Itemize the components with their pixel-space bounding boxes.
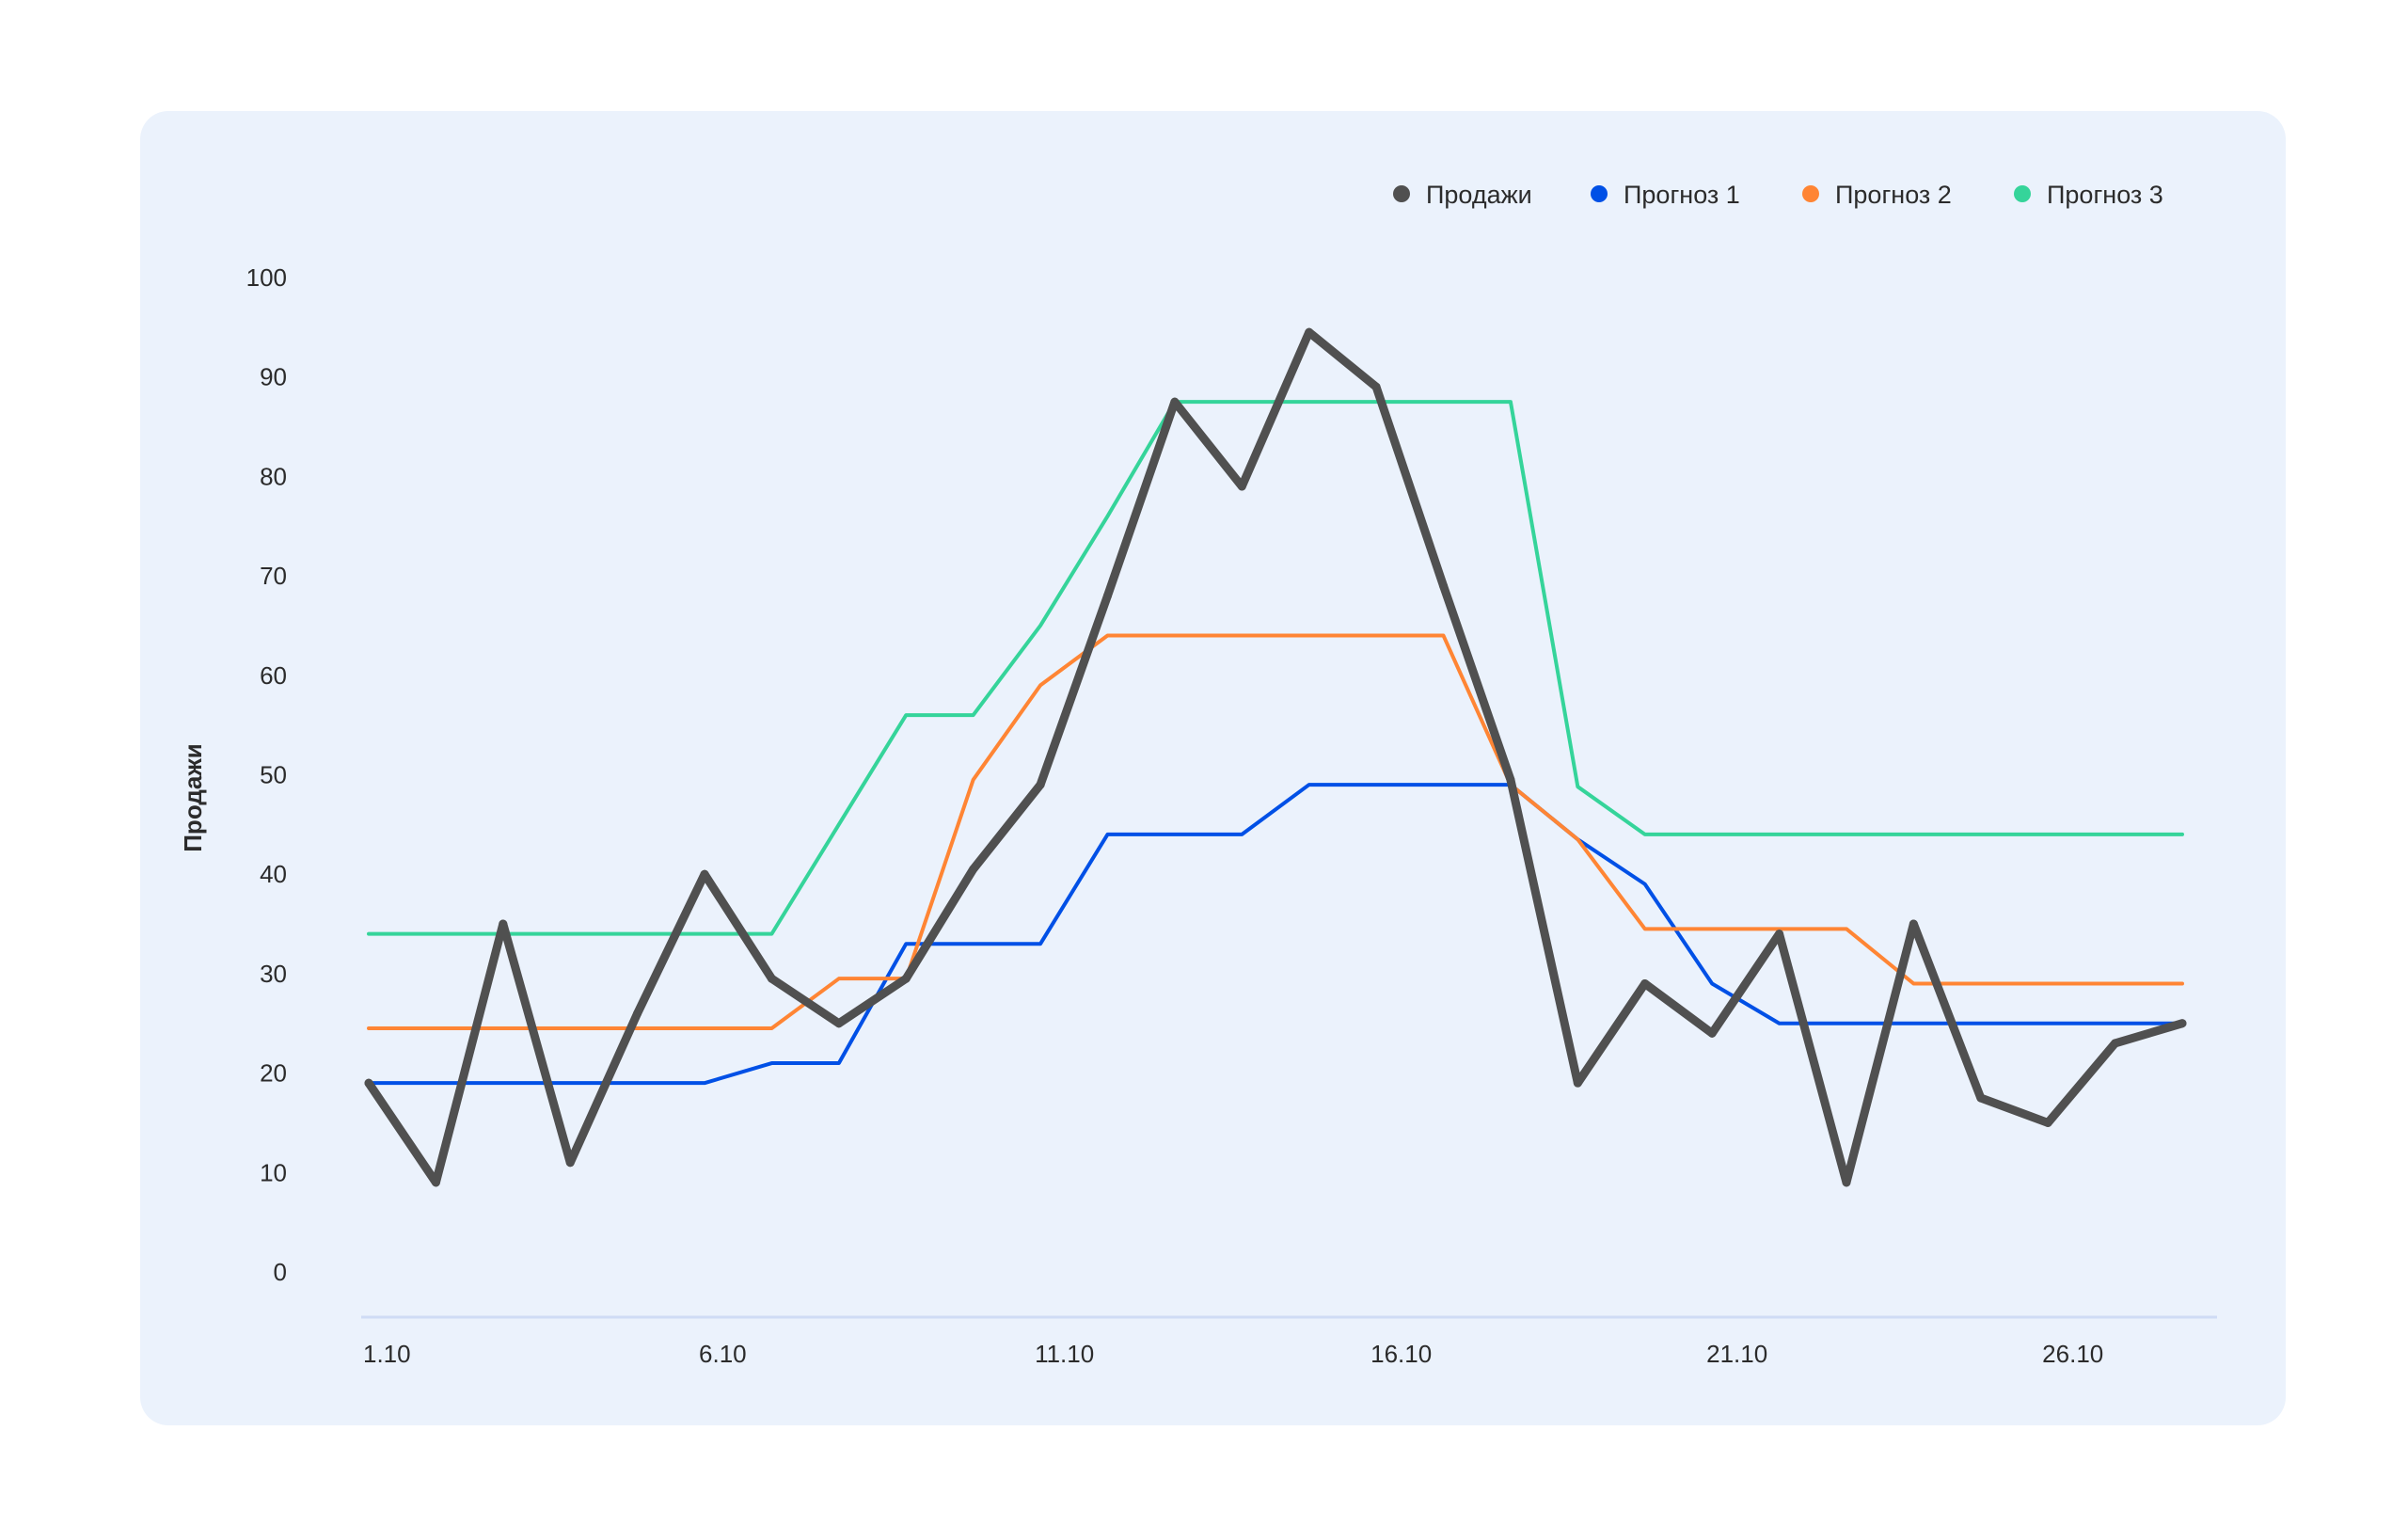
legend-dot-icon [1591,185,1608,202]
sales-point [969,865,978,874]
y-tick-label: 100 [246,263,287,292]
series-line-forecast-1 [367,783,2184,1086]
sales-point [431,1178,440,1187]
sales-point [1775,930,1784,939]
series-line-forecast-2 [367,633,2184,1031]
y-axis: 0 10 20 30 40 50 60 70 80 90 100 [246,263,287,1286]
y-tick-label: 60 [260,661,287,690]
y-tick-label: 30 [260,960,287,988]
sales-point [1573,1078,1582,1088]
legend-dot-icon [1802,185,1819,202]
sales-point [499,919,508,929]
sales-point [1439,581,1449,591]
legend-label: Прогноз 3 [2047,181,2163,209]
sales-point [2178,1019,2187,1028]
sales-point [1976,1093,1986,1103]
sales-point [633,1009,642,1018]
sales-point [1640,978,1650,988]
y-tick-label: 80 [260,462,287,490]
sales-point [1170,397,1180,406]
legend-label: Продажи [1426,181,1532,209]
sales-point [700,869,709,879]
legend-item[interactable]: Прогноз 3 [2014,181,2163,209]
legend: Продажи Прогноз 1 Прогноз 2 Прогноз 3 [1393,181,2163,209]
y-tick-label: 70 [260,562,287,590]
sales-point [901,974,911,983]
series-group [364,327,2187,1187]
y-tick-label: 0 [274,1258,287,1286]
sales-point [2111,1039,2120,1048]
legend-item[interactable]: Прогноз 2 [1802,181,1952,209]
x-tick-label: 21.10 [1706,1340,1767,1368]
sales-point [1506,775,1515,785]
y-tick-label: 50 [260,761,287,789]
legend-label: Прогноз 1 [1624,181,1740,209]
sales-point [767,974,776,983]
sales-point [1371,382,1381,391]
sales-point [565,1158,575,1168]
legend-dot-icon [1393,185,1410,202]
x-tick-label: 1.10 [363,1340,411,1368]
legend-label: Прогноз 2 [1835,181,1952,209]
chart-card [140,111,2286,1425]
sales-point [1305,327,1314,337]
sales-point [1842,1178,1851,1187]
sales-point [1102,591,1112,600]
legend-item[interactable]: Прогноз 1 [1591,181,1740,209]
sales-point [364,1078,373,1088]
sales-point [1707,1028,1717,1038]
legend-item[interactable]: Продажи [1393,181,1532,209]
legend-dot-icon [2014,185,2031,202]
x-tick-label: 16.10 [1370,1340,1432,1368]
x-tick-label: 11.10 [1035,1340,1094,1368]
sales-point [834,1019,844,1028]
sales-point [1036,780,1045,789]
y-tick-label: 90 [260,363,287,391]
sales-point [1237,482,1246,491]
sales-point [2043,1118,2052,1127]
series-line-sales [364,327,2187,1187]
y-tick-label: 10 [260,1158,287,1186]
x-tick-label: 6.10 [699,1340,747,1368]
x-tick-label: 26.10 [2042,1340,2103,1368]
y-tick-label: 40 [260,860,287,888]
x-axis: 1.10 6.10 11.10 16.10 21.10 26.10 [363,1340,2103,1368]
y-axis-title: Продажи [179,743,207,852]
sales-point [1909,919,1918,929]
y-tick-label: 20 [260,1059,287,1088]
